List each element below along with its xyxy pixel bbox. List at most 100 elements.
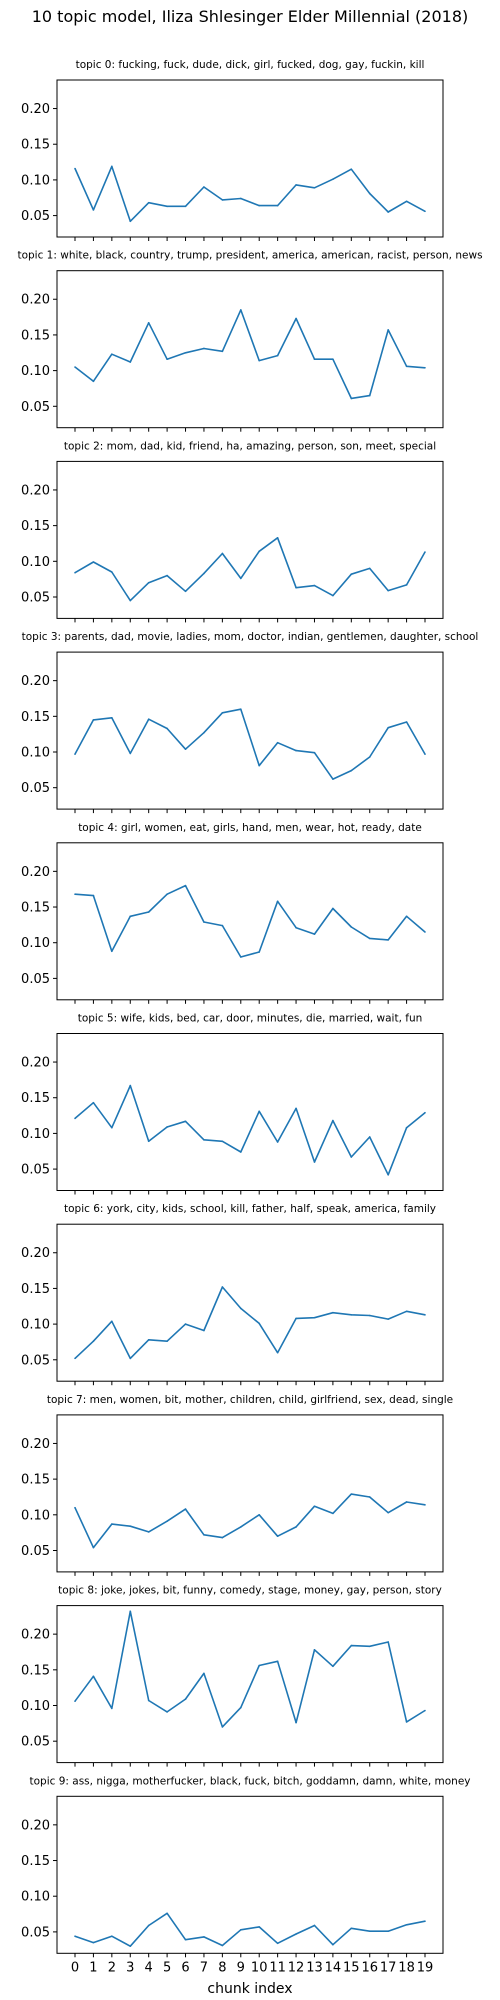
data-point [368, 756, 371, 758]
y-tick-label: 0.10 [21, 364, 50, 379]
data-point [387, 329, 389, 331]
data-point [368, 937, 371, 940]
plot-frame [56, 460, 444, 619]
plot-frame [56, 1414, 444, 1573]
data-point [387, 1641, 389, 1643]
data-point [147, 201, 150, 204]
data-point [368, 1496, 371, 1498]
data-point [147, 1924, 150, 1927]
data-point [424, 1504, 426, 1506]
data-point [332, 778, 334, 780]
data-point [74, 1935, 76, 1937]
data-point [258, 1926, 261, 1928]
data-point [203, 731, 205, 734]
data-point [258, 204, 261, 207]
y-tick-label: 0.10 [21, 746, 50, 761]
subplot-title: topic 0: fucking, fuck, dude, dick, girl… [76, 59, 425, 71]
data-point [239, 197, 242, 200]
data-point [111, 353, 113, 355]
data-point [147, 1531, 150, 1533]
data-point [258, 1514, 261, 1516]
y-tick-label: 0.20 [21, 865, 50, 880]
series-line [74, 1610, 426, 1728]
data-point [184, 884, 187, 887]
data-point [221, 1286, 224, 1288]
data-point [74, 893, 76, 895]
subplot-title: topic 6: york, city, kids, school, kill,… [64, 1203, 436, 1215]
data-point [424, 1111, 426, 1114]
data-point [111, 571, 113, 573]
y-tick-label: 0.15 [21, 1663, 50, 1678]
data-point [184, 590, 187, 593]
data-point [203, 572, 205, 575]
data-point [368, 394, 371, 397]
data-point [221, 199, 224, 201]
data-point [405, 915, 408, 918]
subplot-topic-8: topic 8: joke, jokes, bit, funny, comedy… [21, 1585, 444, 1767]
data-point [405, 584, 408, 586]
data-point [424, 1314, 426, 1316]
data-point [111, 1320, 113, 1323]
data-point [387, 1174, 389, 1176]
x-tick-label: 14 [325, 1960, 342, 1975]
data-point [424, 931, 426, 933]
data-point [147, 1140, 150, 1143]
series-line [74, 1912, 426, 1947]
data-point [387, 589, 389, 592]
x-tick-label: 15 [343, 1960, 360, 1975]
plot-frame [56, 1033, 444, 1191]
y-tick-label: 0.10 [21, 1699, 50, 1714]
data-point [111, 165, 113, 168]
data-point [184, 1120, 187, 1123]
subplot-title: topic 3: parents, dad, movie, ladies, mo… [22, 631, 479, 643]
data-point [368, 1930, 371, 1932]
data-point [332, 1943, 334, 1946]
data-point [405, 1923, 408, 1926]
y-tick-label: 0.20 [21, 102, 50, 117]
data-point [295, 926, 297, 929]
data-point [111, 1707, 113, 1710]
data-point [147, 581, 150, 584]
plot-frame [56, 270, 444, 429]
data-point [203, 1533, 205, 1536]
y-tick-label: 0.10 [21, 555, 50, 570]
x-tick-label: 1 [89, 1960, 97, 1975]
y-tick-label: 0.20 [21, 1246, 50, 1261]
data-point [203, 1329, 205, 1332]
data-point [405, 721, 408, 723]
data-point [424, 551, 426, 553]
data-point [74, 753, 76, 755]
data-point [111, 950, 113, 953]
y-tick-label: 0.15 [21, 519, 50, 534]
data-point [129, 1610, 132, 1613]
data-point [276, 354, 279, 357]
data-point [332, 907, 334, 910]
subplot-topic-1: topic 1: white, black, country, trump, p… [17, 250, 483, 432]
y-tick-label: 0.20 [21, 483, 50, 498]
plot-frame [56, 1605, 444, 1764]
data-point [350, 1493, 353, 1495]
data-point [295, 586, 297, 589]
data-point [129, 361, 132, 363]
data-point [276, 1535, 279, 1538]
x-tick-label: 19 [417, 1960, 434, 1975]
y-tick-label: 0.15 [21, 710, 50, 725]
data-point [332, 1119, 334, 1122]
data-point [92, 1675, 95, 1678]
y-tick-label: 0.15 [21, 138, 50, 153]
y-tick-label: 0.10 [21, 1127, 50, 1142]
data-point [295, 317, 297, 320]
y-tick-label: 0.20 [21, 674, 50, 689]
data-point [166, 1711, 168, 1713]
series-line [74, 1493, 426, 1549]
subplot-topic-6: topic 6: york, city, kids, school, kill,… [21, 1203, 444, 1386]
plot-frame [56, 1223, 444, 1382]
data-point [405, 1126, 408, 1129]
data-point [276, 536, 279, 539]
data-point [350, 1156, 353, 1158]
data-point [313, 186, 316, 189]
plot-frame [56, 1795, 444, 1954]
series-line [74, 309, 426, 400]
data-point [239, 956, 242, 958]
